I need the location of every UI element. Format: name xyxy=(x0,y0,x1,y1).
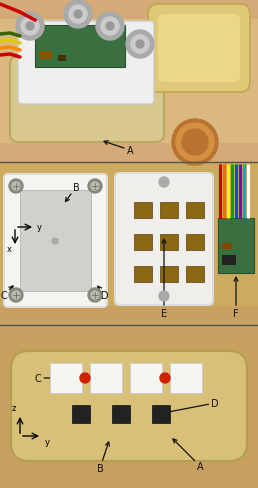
FancyBboxPatch shape xyxy=(10,57,164,142)
Bar xyxy=(0,325,258,478)
Bar xyxy=(58,56,66,62)
Bar xyxy=(160,203,178,219)
Circle shape xyxy=(91,291,99,299)
Circle shape xyxy=(159,178,169,187)
Bar xyxy=(20,191,91,291)
Circle shape xyxy=(74,11,82,19)
Circle shape xyxy=(9,288,23,303)
Circle shape xyxy=(182,130,208,156)
Circle shape xyxy=(131,36,149,54)
Text: F: F xyxy=(233,278,239,318)
Circle shape xyxy=(9,180,23,194)
Bar xyxy=(222,256,236,265)
Bar xyxy=(72,405,90,423)
Bar xyxy=(186,266,204,283)
Bar xyxy=(186,235,204,250)
Text: A: A xyxy=(104,142,133,156)
Text: y: y xyxy=(45,437,50,446)
Bar xyxy=(186,203,204,219)
FancyBboxPatch shape xyxy=(18,22,154,105)
Bar xyxy=(0,20,258,142)
Circle shape xyxy=(64,1,92,29)
Bar xyxy=(0,163,258,325)
Bar xyxy=(0,325,258,488)
Bar xyxy=(160,266,178,283)
Bar xyxy=(0,0,258,163)
Circle shape xyxy=(159,291,169,302)
Circle shape xyxy=(136,41,144,49)
Circle shape xyxy=(96,13,124,41)
Bar xyxy=(134,203,152,219)
Bar xyxy=(218,219,254,273)
Bar xyxy=(170,363,202,393)
Bar xyxy=(40,52,52,60)
Bar xyxy=(0,163,258,305)
Circle shape xyxy=(26,23,34,31)
Circle shape xyxy=(12,183,20,191)
Circle shape xyxy=(88,288,102,303)
Circle shape xyxy=(106,23,114,31)
Circle shape xyxy=(12,291,20,299)
Circle shape xyxy=(21,18,39,36)
FancyBboxPatch shape xyxy=(11,351,247,461)
Bar xyxy=(50,363,82,393)
Circle shape xyxy=(16,13,44,41)
Bar xyxy=(130,363,162,393)
Text: A: A xyxy=(173,439,203,471)
Text: D: D xyxy=(98,286,109,301)
Text: C: C xyxy=(1,286,13,301)
Circle shape xyxy=(172,120,218,165)
Bar xyxy=(35,26,125,68)
FancyBboxPatch shape xyxy=(4,175,107,307)
Text: z: z xyxy=(12,403,16,412)
Text: D: D xyxy=(162,398,219,414)
FancyBboxPatch shape xyxy=(148,5,250,93)
Text: B: B xyxy=(97,442,109,473)
Circle shape xyxy=(91,183,99,191)
Circle shape xyxy=(52,239,58,244)
Bar xyxy=(90,363,122,393)
Circle shape xyxy=(126,31,154,59)
Text: y: y xyxy=(37,223,42,232)
Circle shape xyxy=(101,18,119,36)
Circle shape xyxy=(80,373,90,383)
Circle shape xyxy=(88,180,102,194)
Circle shape xyxy=(160,373,170,383)
Bar xyxy=(134,235,152,250)
Bar xyxy=(134,266,152,283)
FancyBboxPatch shape xyxy=(115,174,213,305)
Bar xyxy=(152,405,170,423)
Bar xyxy=(160,235,178,250)
Text: C: C xyxy=(35,373,81,383)
Text: x: x xyxy=(6,244,12,253)
Bar xyxy=(112,405,130,423)
Text: B: B xyxy=(66,183,79,202)
Circle shape xyxy=(176,124,214,162)
FancyBboxPatch shape xyxy=(158,15,240,83)
Text: E: E xyxy=(161,240,167,318)
Bar xyxy=(222,244,232,249)
Circle shape xyxy=(69,6,87,24)
